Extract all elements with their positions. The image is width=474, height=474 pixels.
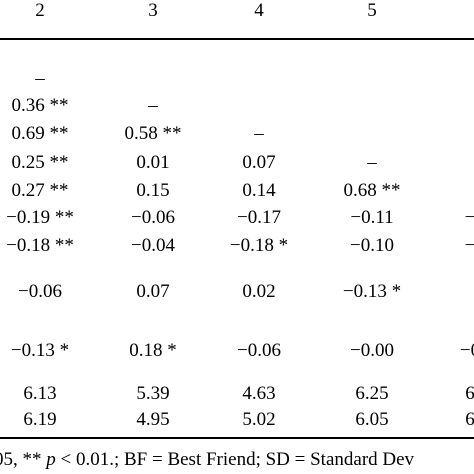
table-cell: 4.63 [242, 383, 276, 404]
table-cell: −0.06 [131, 207, 175, 228]
table-cell: −0.18 ** [6, 235, 74, 256]
footnote-text-2: < 0.01.; BF = Best Friend; SD = Standard… [55, 449, 415, 470]
footnote-p-symbol: p [46, 449, 56, 470]
table-cell: −0.00 [350, 340, 394, 361]
table-cell: 5.39 [136, 383, 170, 404]
table-cell: −0.19 ** [6, 207, 74, 228]
table-cell: −0.06 [237, 340, 281, 361]
table-cell: 6 [465, 383, 474, 404]
column-header: 3 [148, 0, 158, 21]
table-cell: 6.05 [355, 409, 389, 430]
table-cell: −0.04 [131, 235, 175, 256]
table-cell: −0.17 [237, 207, 281, 228]
table-cell: – [367, 152, 377, 173]
table-cell: 0.18 * [129, 340, 177, 361]
table-cell: 0.07 [242, 152, 276, 173]
table-cell: 0.02 [242, 281, 276, 302]
table-cell: 6 [465, 409, 474, 430]
table-cell: 0.69 ** [11, 123, 69, 144]
table-cell: 0.15 [136, 180, 170, 201]
column-header: 5 [367, 0, 377, 21]
footnote-text-1: 05, ** [0, 449, 42, 470]
table-cell: −0.11 [350, 207, 394, 228]
table-cell: − [464, 235, 474, 256]
table-cell: 0.01 [136, 152, 170, 173]
table-cell: − [464, 207, 474, 228]
table-cell: 6.19 [23, 409, 57, 430]
table-bottom-rule [0, 437, 474, 439]
table-cell: 0.25 ** [11, 152, 69, 173]
table-cell: – [254, 123, 264, 144]
table-cell: 0.14 [242, 180, 276, 201]
column-header: 4 [254, 0, 264, 21]
table-cell: 6.13 [23, 383, 57, 404]
table-cell: −0 [459, 340, 474, 361]
column-header: 2 [35, 0, 45, 21]
table-cell: 6.25 [355, 383, 389, 404]
table-cell: −0.10 [350, 235, 394, 256]
table-cell: 0.36 ** [11, 95, 69, 116]
table-cell: −0.06 [18, 281, 62, 302]
table-cell: – [148, 95, 158, 116]
table-cell: – [35, 68, 45, 89]
table-cell: 0.58 ** [124, 123, 182, 144]
table-top-rule [0, 38, 474, 40]
table-cell: 4.95 [136, 409, 170, 430]
table-cell: −0.18 * [229, 235, 289, 256]
table-cell: −0.13 * [342, 281, 402, 302]
table-cell: 0.27 ** [11, 180, 69, 201]
table-cell: 0.68 ** [343, 180, 401, 201]
table-cell: 5.02 [242, 409, 276, 430]
table-cell: −0.13 * [10, 340, 70, 361]
table-cell: 0.07 [136, 281, 170, 302]
table-footnote: 05, ** p < 0.01.; BF = Best Friend; SD =… [0, 449, 414, 471]
